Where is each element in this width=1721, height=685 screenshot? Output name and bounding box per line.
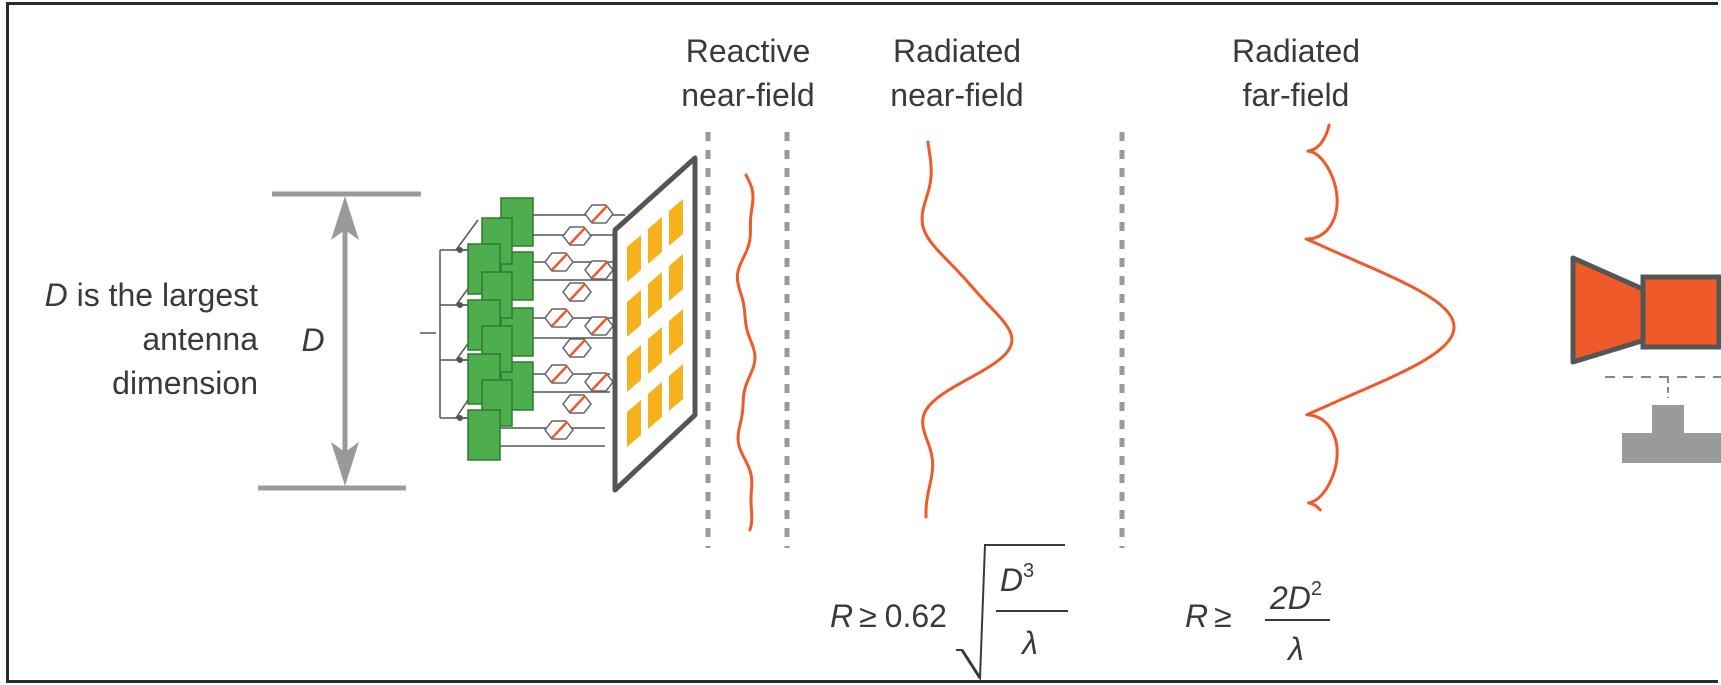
diagram-frame bbox=[6, 2, 1718, 683]
radiated-near-field-wave bbox=[920, 140, 1014, 519]
svg-text:R≥0.62: R ≥0.62 bbox=[830, 598, 947, 634]
reactive-near-field-wave bbox=[735, 173, 757, 532]
zone-heading-far-field: Radiated far-field bbox=[1232, 33, 1360, 113]
formula-far-field: R ≥ 2D2 λ bbox=[1185, 578, 1330, 667]
probe-mount bbox=[1622, 405, 1721, 463]
dimension-note: D is the largest antenna dimension bbox=[45, 277, 259, 401]
svg-text:Radiated: Radiated bbox=[1232, 33, 1360, 69]
svg-text:dimension: dimension bbox=[112, 365, 258, 401]
field-patterns bbox=[735, 123, 1456, 532]
svg-text:D is the largest: D is the largest bbox=[45, 277, 259, 313]
svg-text:near-field: near-field bbox=[681, 77, 814, 113]
svg-text:λ: λ bbox=[1286, 631, 1304, 667]
svg-text:antenna: antenna bbox=[142, 321, 258, 357]
svg-text:λ: λ bbox=[1020, 625, 1038, 661]
formula-near-field: R ≥0.62 D3 λ bbox=[830, 544, 1068, 682]
dimension-symbol: D bbox=[45, 277, 68, 313]
svg-text:Radiated: Radiated bbox=[893, 33, 1021, 69]
svg-text:2D2: 2D2 bbox=[1269, 578, 1322, 616]
phase-shifters bbox=[544, 204, 614, 440]
dimension-arrow: D bbox=[258, 191, 421, 491]
zone-heading-radiated-near: Radiated near-field bbox=[890, 33, 1023, 113]
probe-horn-antenna bbox=[1570, 255, 1721, 398]
svg-text:D3: D3 bbox=[1000, 560, 1034, 598]
patch-array-panel bbox=[612, 155, 698, 493]
svg-text:Reactive: Reactive bbox=[686, 33, 811, 69]
zone-boundaries bbox=[705, 132, 1125, 548]
svg-text:near-field: near-field bbox=[890, 77, 1023, 113]
feed-network bbox=[420, 197, 625, 461]
svg-text:far-field: far-field bbox=[1243, 77, 1350, 113]
far-field-radiation-pattern bbox=[1304, 123, 1456, 512]
svg-text:R≥: R ≥ bbox=[1185, 598, 1232, 634]
zone-heading-reactive: Reactive near-field bbox=[681, 33, 814, 113]
arrow-label: D bbox=[301, 322, 324, 358]
